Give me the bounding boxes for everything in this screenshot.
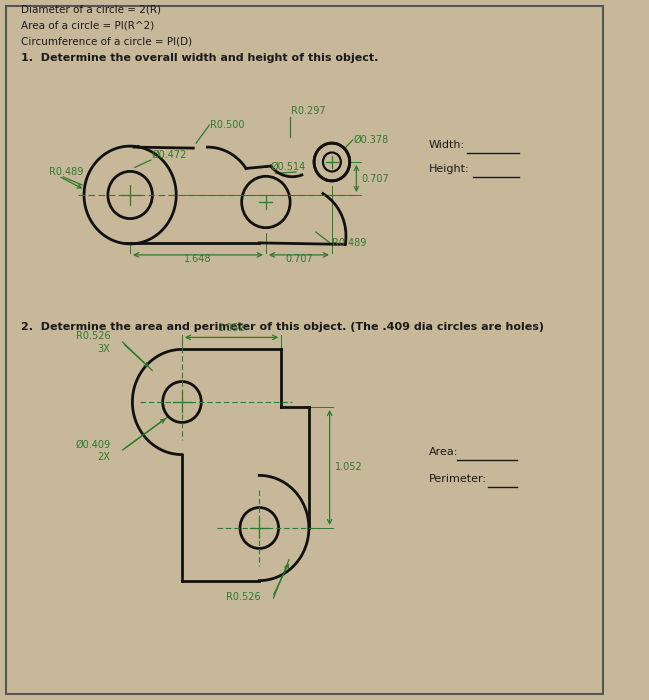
Text: Ø0.378: Ø0.378	[354, 135, 389, 145]
Text: 1.  Determine the overall width and height of this object.: 1. Determine the overall width and heigh…	[21, 53, 378, 63]
Text: 2.  Determine the area and perimeter of this object. (The .409 dia circles are h: 2. Determine the area and perimeter of t…	[21, 322, 544, 332]
Text: Perimeter:: Perimeter:	[429, 474, 487, 484]
Text: Area:: Area:	[429, 447, 458, 457]
Text: Area of a circle = PI(R^2): Area of a circle = PI(R^2)	[21, 20, 154, 31]
Text: Width:: Width:	[429, 140, 465, 150]
Text: 2X: 2X	[97, 452, 110, 462]
Text: Diameter of a circle = 2(R): Diameter of a circle = 2(R)	[21, 5, 161, 15]
Text: Ø0.514: Ø0.514	[271, 162, 306, 172]
Text: R0.297: R0.297	[291, 106, 326, 116]
Text: 1.052: 1.052	[217, 323, 245, 333]
Text: 1.052: 1.052	[336, 463, 363, 473]
Text: 0.707: 0.707	[361, 174, 389, 183]
Text: Ø0.409: Ø0.409	[75, 440, 110, 450]
Text: Circumference of a circle = PI(D): Circumference of a circle = PI(D)	[21, 36, 192, 46]
Text: 1.648: 1.648	[184, 254, 212, 264]
Text: 3X: 3X	[97, 344, 110, 354]
Text: 0.707: 0.707	[285, 254, 313, 264]
Text: R0.500: R0.500	[210, 120, 245, 130]
Text: R0.526: R0.526	[227, 592, 261, 602]
Text: R0.489: R0.489	[332, 238, 366, 248]
Text: Height:: Height:	[429, 164, 470, 174]
Text: Ø0.472: Ø0.472	[152, 150, 187, 160]
Text: R0.489: R0.489	[49, 167, 84, 177]
Text: R0.526: R0.526	[76, 331, 110, 341]
